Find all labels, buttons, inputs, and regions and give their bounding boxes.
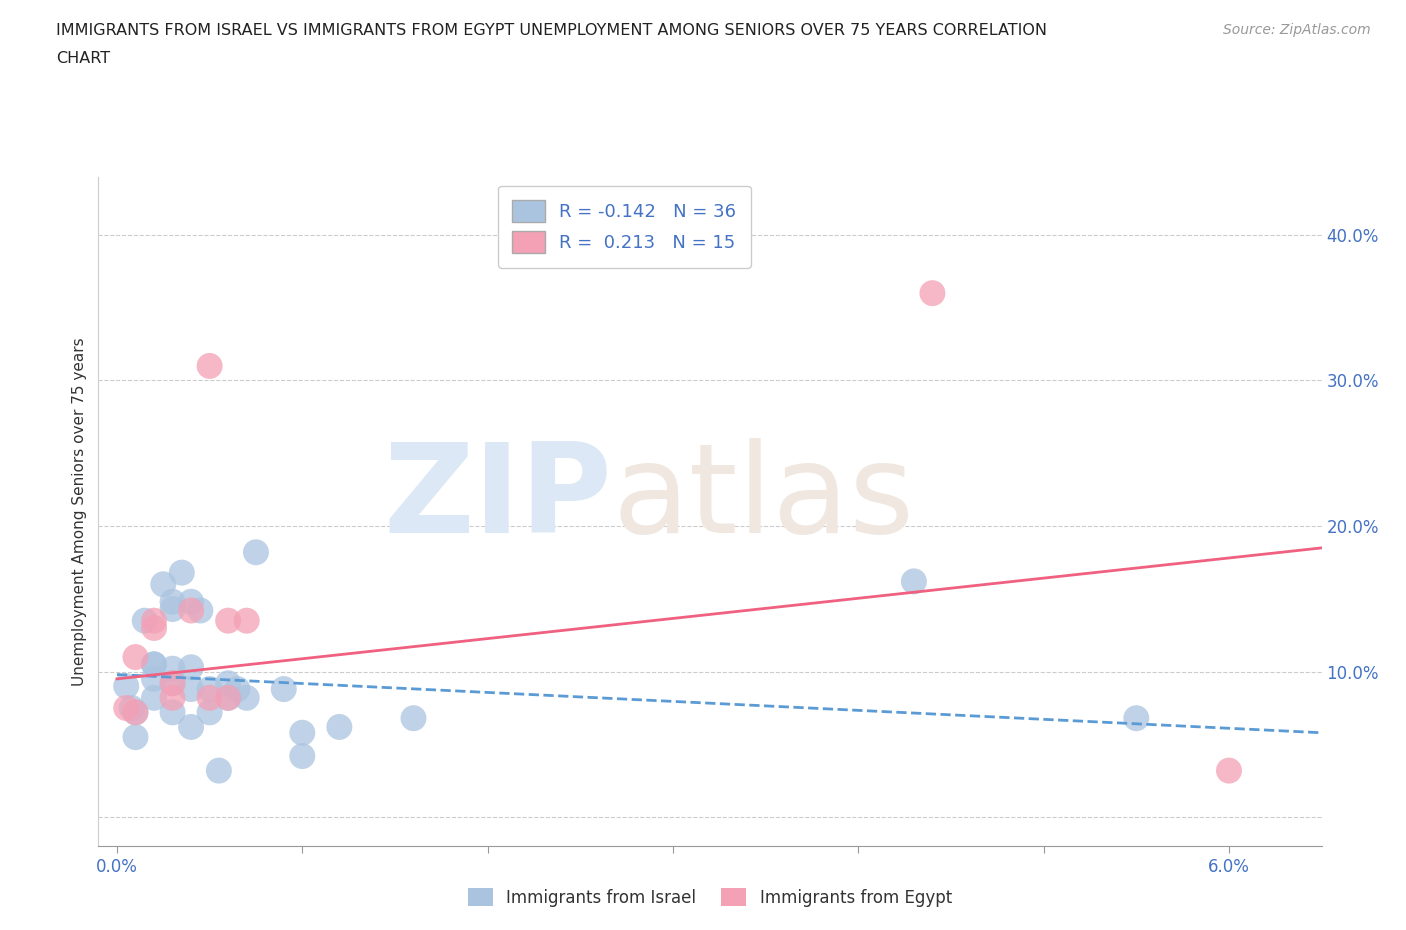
Text: ZIP: ZIP	[384, 438, 612, 559]
Point	[402, 711, 425, 725]
Point	[291, 749, 314, 764]
Point	[121, 700, 143, 715]
Text: Source: ZipAtlas.com: Source: ZipAtlas.com	[1223, 23, 1371, 37]
Point	[217, 690, 239, 705]
Point	[1218, 764, 1240, 778]
Point	[291, 725, 314, 740]
Point	[143, 671, 166, 686]
Point	[188, 603, 211, 618]
Point	[328, 720, 350, 735]
Point	[124, 705, 146, 720]
Point	[235, 613, 257, 628]
Point	[180, 659, 202, 674]
Point	[152, 577, 174, 591]
Point	[208, 764, 231, 778]
Point	[245, 545, 267, 560]
Point	[143, 657, 166, 671]
Point	[1125, 711, 1147, 725]
Point	[198, 682, 221, 697]
Point	[170, 565, 193, 580]
Point	[180, 720, 202, 735]
Point	[162, 705, 184, 720]
Point	[124, 705, 146, 720]
Point	[273, 682, 295, 697]
Point	[124, 650, 146, 665]
Point	[162, 594, 184, 609]
Point	[217, 676, 239, 691]
Point	[180, 594, 202, 609]
Point	[198, 705, 221, 720]
Point	[115, 700, 138, 715]
Point	[134, 613, 156, 628]
Text: atlas: atlas	[612, 438, 914, 559]
Y-axis label: Unemployment Among Seniors over 75 years: Unemployment Among Seniors over 75 years	[72, 338, 87, 685]
Legend: Immigrants from Israel, Immigrants from Egypt: Immigrants from Israel, Immigrants from …	[460, 880, 960, 915]
Point	[235, 690, 257, 705]
Point	[217, 690, 239, 705]
Point	[143, 657, 166, 671]
Point	[162, 676, 184, 691]
Point	[180, 682, 202, 697]
Point	[162, 602, 184, 617]
Text: CHART: CHART	[56, 51, 110, 66]
Point	[180, 603, 202, 618]
Point	[162, 676, 184, 691]
Point	[143, 613, 166, 628]
Point	[217, 613, 239, 628]
Point	[226, 682, 249, 697]
Point	[124, 730, 146, 745]
Point	[903, 574, 925, 589]
Point	[198, 358, 221, 373]
Point	[921, 286, 943, 300]
Point	[115, 679, 138, 694]
Point	[198, 690, 221, 705]
Point	[143, 690, 166, 705]
Point	[162, 690, 184, 705]
Text: IMMIGRANTS FROM ISRAEL VS IMMIGRANTS FROM EGYPT UNEMPLOYMENT AMONG SENIORS OVER : IMMIGRANTS FROM ISRAEL VS IMMIGRANTS FRO…	[56, 23, 1047, 38]
Point	[143, 620, 166, 635]
Point	[162, 661, 184, 676]
